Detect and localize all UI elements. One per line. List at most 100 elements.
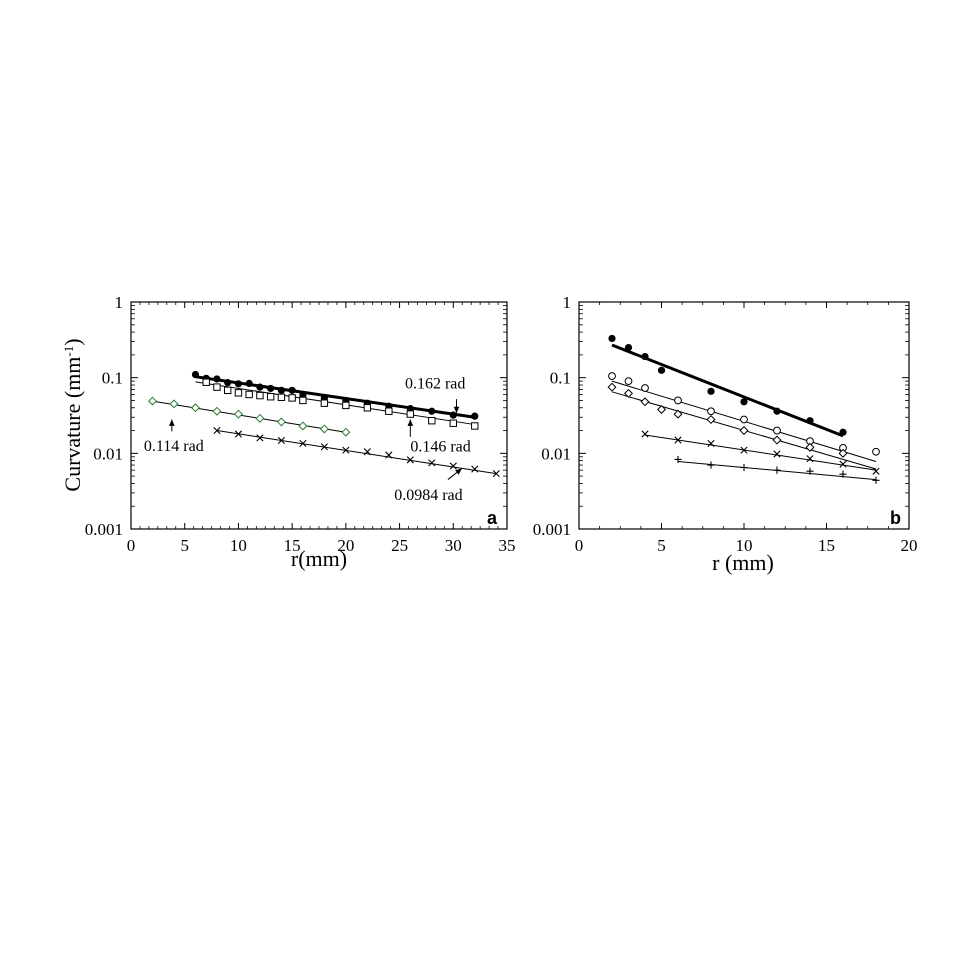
data-point: [299, 396, 307, 405]
data-point: [190, 403, 200, 413]
data-point: [245, 390, 253, 399]
data-point: [449, 462, 457, 470]
y-axis-title-close: ): [60, 338, 85, 345]
series-4: [641, 430, 880, 475]
data-point: [773, 450, 781, 458]
annotation-arrow-head: [453, 406, 460, 414]
data-point: [656, 404, 667, 414]
data-point: [224, 379, 232, 387]
data-point: [276, 417, 286, 427]
data-point: [471, 422, 479, 430]
data-point: [213, 383, 221, 391]
annotation: 0.162 rad: [405, 375, 465, 414]
x-tick-label: 10: [230, 536, 247, 555]
data-point: [872, 476, 880, 484]
data-point: [641, 430, 649, 438]
data-point: [212, 406, 222, 416]
data-point: [872, 467, 880, 475]
data-point: [342, 446, 350, 454]
data-point: [191, 370, 200, 379]
y-tick-label: 0.01: [93, 444, 123, 463]
data-point: [363, 448, 371, 456]
annotation-label: 0.146 rad: [410, 439, 470, 456]
data-point: [607, 382, 617, 392]
data-point: [492, 469, 500, 478]
data-point: [320, 443, 328, 451]
panel-b-x-axis-title: r (mm): [712, 550, 774, 575]
data-point: [707, 439, 715, 448]
y-tick-label: 1: [115, 293, 124, 312]
data-point: [363, 404, 372, 412]
data-point: [256, 391, 264, 400]
data-point: [319, 424, 329, 434]
data-point: [277, 393, 286, 402]
series-3: [147, 396, 351, 437]
annotation: 0.0984 rad: [394, 468, 463, 504]
data-point: [806, 417, 814, 425]
data-point: [147, 396, 157, 406]
data-point: [202, 378, 210, 386]
data-point: [740, 398, 748, 406]
x-tick-label: 15: [284, 536, 301, 555]
panel-a-marks: 0.162 rad 0.146 rad 0.114 rad 0.0984 rad: [144, 370, 500, 504]
data-point: [773, 407, 781, 415]
x-tick-label: 30: [445, 536, 462, 555]
data-point: [213, 426, 221, 435]
x-tick-label: 10: [736, 536, 753, 555]
y-tick-label: 0.01: [541, 444, 571, 463]
data-point: [256, 434, 264, 442]
data-point: [277, 436, 285, 445]
data-point: [234, 389, 243, 397]
data-point: [341, 427, 351, 437]
data-point: [385, 451, 393, 459]
data-point: [707, 461, 715, 469]
annotation-label: 0.0984 rad: [394, 487, 462, 504]
data-point: [806, 467, 814, 475]
data-point: [772, 435, 782, 445]
data-point: [740, 463, 748, 472]
data-point: [255, 413, 265, 423]
data-point: [428, 459, 436, 467]
data-point: [641, 384, 649, 392]
annotation-arrow-head: [168, 419, 175, 426]
fit-line: [611, 343, 844, 438]
x-tick-label: 15: [818, 536, 835, 555]
y-tick-label: 1: [563, 293, 572, 312]
x-tick-label: 0: [575, 536, 584, 555]
data-point: [740, 446, 748, 454]
data-point: [707, 387, 715, 395]
data-point: [213, 375, 221, 383]
data-point: [673, 409, 683, 419]
panel-b-ticks: 0 5 10 15 20 0.001 0.01 0.1 1: [533, 293, 918, 555]
series-5: [674, 455, 880, 484]
data-point: [740, 415, 748, 424]
data-point: [428, 416, 436, 425]
series-2: [195, 378, 479, 430]
data-point: [406, 456, 414, 464]
fit-line: [152, 400, 346, 433]
data-point: [773, 426, 781, 435]
y-tick-label: 0.1: [102, 369, 123, 388]
data-point: [608, 372, 616, 380]
y-tick-label: 0.001: [533, 520, 571, 539]
series-2: [608, 372, 880, 462]
panel-a-y-axis-title: Curvature (mm-1): [60, 338, 85, 491]
data-point: [234, 380, 243, 388]
data-point: [641, 352, 649, 361]
data-point: [839, 470, 847, 478]
data-point: [640, 397, 650, 407]
data-point: [674, 455, 682, 464]
data-point: [233, 409, 243, 419]
annotation-label: 0.114 rad: [144, 438, 204, 455]
data-point: [298, 421, 308, 431]
data-point: [674, 396, 682, 405]
data-point: [624, 377, 633, 386]
data-point: [320, 399, 329, 407]
data-point: [872, 447, 880, 456]
data-point: [288, 386, 296, 394]
y-tick-label: 0.1: [550, 369, 571, 388]
series-1: [608, 334, 847, 438]
panel-a-x-axis-title: r(mm): [291, 546, 347, 571]
data-point: [773, 466, 781, 474]
